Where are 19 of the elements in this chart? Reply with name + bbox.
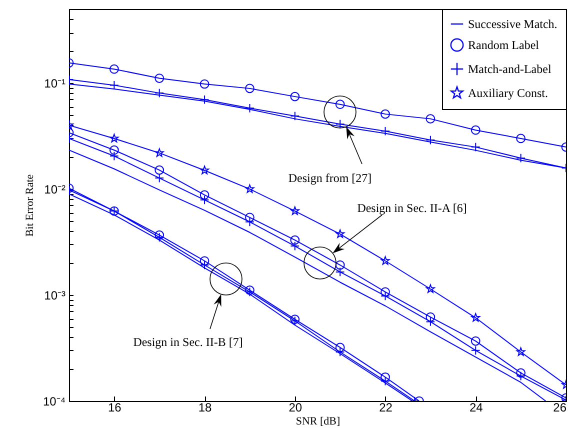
x-tick-label: 24 (469, 400, 484, 414)
annotation: Design in Sec. II-A [6] (357, 201, 467, 215)
x-axis-title: SNR [dB] (296, 416, 340, 428)
legend-label: Random Label (468, 38, 540, 52)
y-tick-label: 10⁻³ (44, 288, 66, 303)
x-tick-label: 20 (288, 400, 302, 414)
y-tick-label: 10⁻¹ (44, 76, 66, 91)
annotation: Design from [27] (288, 171, 372, 185)
y-tick-label: 10⁻² (44, 182, 66, 197)
x-tick-label: 26 (553, 400, 567, 414)
y-tick-label: 10⁻⁴ (42, 394, 66, 408)
legend-label: Auxiliary Const. (468, 86, 548, 100)
legend-label: Match-and-Label (468, 62, 552, 76)
annotation: Design in Sec. II-B [7] (133, 335, 243, 349)
x-tick-label: 18 (198, 400, 212, 414)
y-axis-title: Bit Error Rate (24, 174, 36, 237)
x-tick-label: 16 (108, 400, 122, 414)
legend-label: Successive Match. (468, 17, 558, 31)
x-tick-label: 22 (379, 400, 393, 414)
